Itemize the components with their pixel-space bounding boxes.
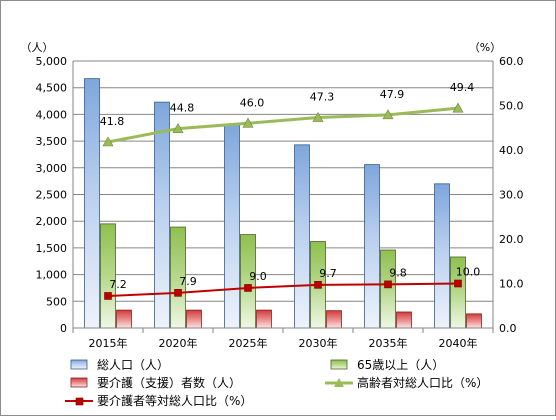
bar [380, 249, 396, 329]
point-marker [454, 279, 462, 288]
bar [256, 309, 272, 329]
bar [294, 144, 310, 329]
data-label: 41.8 [100, 115, 125, 128]
legend-swatch [330, 359, 348, 370]
legend-marker [75, 397, 84, 406]
point-marker [312, 111, 324, 122]
y-left-tick-label: 1,500 [36, 242, 68, 255]
y-left-tick-label: 3,500 [36, 135, 68, 148]
bar [326, 310, 342, 329]
y-right-tick-labels: 0.0 10.0 20.0 30.0 40.0 50.0 60.0 [499, 55, 524, 335]
data-label: 9.7 [319, 267, 337, 280]
point-marker [104, 292, 112, 300]
point-marker [174, 289, 182, 297]
y-right-tick-label: 30.0 [499, 189, 524, 202]
y-left-tick-labels: 0 500 1,000 1,500 2,000 2,500 3,000 3,500 4,000 4… [36, 55, 68, 335]
x-tick-label: 2015年 [89, 336, 128, 350]
legend-label: 65歳以上（人） [357, 358, 444, 372]
legend-label: 高齢者対総人口比（%） [357, 375, 488, 390]
point-marker [244, 284, 252, 292]
y-left-tick-label: 2,500 [36, 189, 68, 202]
bars [84, 78, 482, 329]
data-label: 49.4 [450, 81, 475, 94]
legend-label: 総人口（人） [97, 358, 169, 372]
point-marker [242, 117, 254, 128]
data-label: 7.9 [179, 275, 197, 288]
bar [100, 223, 116, 329]
legend-marker [334, 378, 344, 387]
y-right-tick-label: 20.0 [499, 233, 524, 246]
data-label: 46.0 [240, 96, 265, 109]
x-tick-label: 2040年 [439, 336, 478, 350]
point-marker [102, 136, 114, 147]
x-tick-label: 2030年 [299, 336, 338, 350]
bar [364, 164, 380, 329]
data-label: 9.0 [249, 270, 267, 283]
lines: 41.8 44.8 46.0 47.3 47.9 49.4 7.2 7.9 9.0 9.7 9.8 1… [100, 81, 481, 300]
bar [434, 183, 450, 329]
point-marker [314, 281, 322, 289]
legend-swatch [70, 359, 88, 370]
y-left-tick-label: 500 [46, 295, 67, 308]
point-marker [382, 109, 394, 120]
y-left-tick-label: 4,000 [36, 108, 68, 121]
series-line [107, 106, 459, 144]
bar [466, 313, 482, 329]
legend-label: 要介護者等対総人口比（%） [97, 393, 252, 408]
point-marker [384, 280, 392, 289]
y-left-tick-label: 1,000 [36, 269, 68, 282]
legend-label: 要介護（支援）者数（人） [97, 375, 241, 390]
bar [84, 78, 100, 329]
y-right-tick-label: 0.0 [499, 322, 517, 335]
y-left-tick-label: 0 [60, 322, 67, 335]
x-tick-label: 2025年 [229, 336, 268, 350]
y-left-unit: （人） [21, 41, 54, 54]
bar [396, 311, 412, 329]
legend-swatch [70, 377, 88, 388]
y-left-tick-label: 4,500 [36, 82, 68, 95]
x-tick-label: 2020年 [159, 336, 198, 350]
bar [224, 123, 240, 329]
y-right-tick-label: 50.0 [499, 100, 524, 113]
x-tick-label: 2035年 [369, 336, 408, 350]
y-left-tick-label: 3,000 [36, 162, 68, 175]
series-line [107, 282, 459, 297]
gridlines [73, 60, 493, 329]
data-label: 47.9 [380, 88, 405, 101]
data-label: 10.0 [456, 266, 481, 279]
bar [186, 309, 202, 329]
y-right-unit: （%） [469, 41, 501, 54]
data-label: 47.3 [310, 91, 335, 104]
point-marker [172, 123, 184, 133]
point-marker [452, 102, 464, 113]
y-left-tick-label: 2,000 [36, 215, 68, 228]
data-label: 9.8 [389, 266, 407, 279]
y-right-tick-label: 60.0 [499, 55, 524, 68]
data-label: 7.2 [109, 278, 127, 291]
y-right-tick-label: 10.0 [499, 278, 524, 291]
y-left-tick-label: 5,000 [36, 55, 68, 68]
x-axis: 2015年 2020年 2025年 2030年 2035年 2040年 [72, 61, 494, 350]
y-right-tick-label: 40.0 [499, 144, 524, 157]
data-label: 44.8 [170, 102, 195, 115]
legend: 総人口（人） 65歳以上（人） 要介護（支援）者数（人） 高齢者対総人口比（%） 要介護… [65, 358, 488, 408]
bar [116, 309, 132, 329]
